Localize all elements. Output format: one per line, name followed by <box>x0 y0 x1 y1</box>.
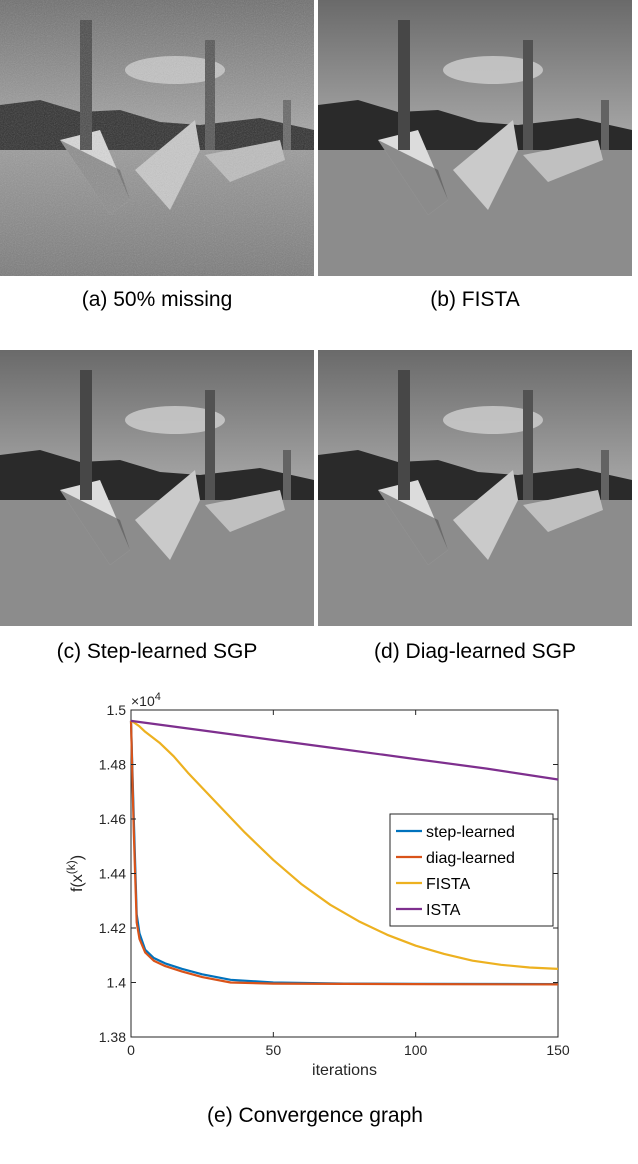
y-tick-label: 1.48 <box>99 757 126 773</box>
y-tick-label: 1.4 <box>107 975 127 991</box>
y-tick-label: 1.46 <box>99 811 126 827</box>
caption-b: (b) FISTA <box>430 288 520 311</box>
legend-label-diag-learned: diag-learned <box>426 850 515 867</box>
series-line-ISTA <box>130 719 559 781</box>
legend: step-learned diag-learned FISTA ISTA <box>389 813 554 927</box>
y-label-close: ) <box>69 855 86 860</box>
y-multiplier: ×104 <box>131 691 161 709</box>
image-panel-a <box>0 0 314 276</box>
x-tick-label: 0 <box>127 1042 135 1058</box>
image-panel-c <box>0 350 314 626</box>
boat-photo-diag-learned <box>318 350 632 626</box>
y-label-base: f(x <box>69 874 86 892</box>
image-panel-b <box>318 0 632 276</box>
legend-label-step-learned: step-learned <box>426 824 515 841</box>
caption-a: (a) 50% missing <box>81 288 233 311</box>
legend-box <box>389 813 554 927</box>
chart-caption: (e) Convergence graph <box>207 1104 423 1127</box>
y-tick-label: 1.5 <box>107 702 127 718</box>
y-tick-label: 1.42 <box>99 920 126 936</box>
boat-photo-missing <box>0 0 314 276</box>
ticks-layer: 0 50 100 150 1.38 1.4 1.42 1.44 1.46 1.48 1.5 <box>99 702 570 1058</box>
y-label-sup: (k) <box>64 860 78 874</box>
y-axis-label: f(x(k)) <box>64 855 86 892</box>
series-layer <box>129 719 559 986</box>
y-multiplier-exponent: 4 <box>155 691 161 703</box>
x-tick-label: 150 <box>546 1042 570 1058</box>
y-tick-label: 1.38 <box>99 1029 126 1045</box>
boat-photo-fista <box>318 0 632 276</box>
convergence-chart: 0 50 100 150 1.38 1.4 1.42 1.44 1.46 1.48 1.5 ×104… <box>64 691 570 1079</box>
x-tick-label: 50 <box>266 1042 282 1058</box>
legend-label-FISTA: FISTA <box>426 876 470 893</box>
series-line-FISTA <box>130 719 559 970</box>
image-panel-d <box>318 350 632 626</box>
caption-d: (d) Diag-learned SGP <box>374 640 576 663</box>
y-tick-label: 1.44 <box>99 866 126 882</box>
x-axis-label: iterations <box>312 1062 377 1079</box>
x-tick-label: 100 <box>404 1042 428 1058</box>
series-line-diag-learned <box>129 720 559 986</box>
boat-photo-step-learned <box>0 350 314 626</box>
legend-label-ISTA: ISTA <box>426 902 461 919</box>
caption-c: (c) Step-learned SGP <box>56 640 258 663</box>
